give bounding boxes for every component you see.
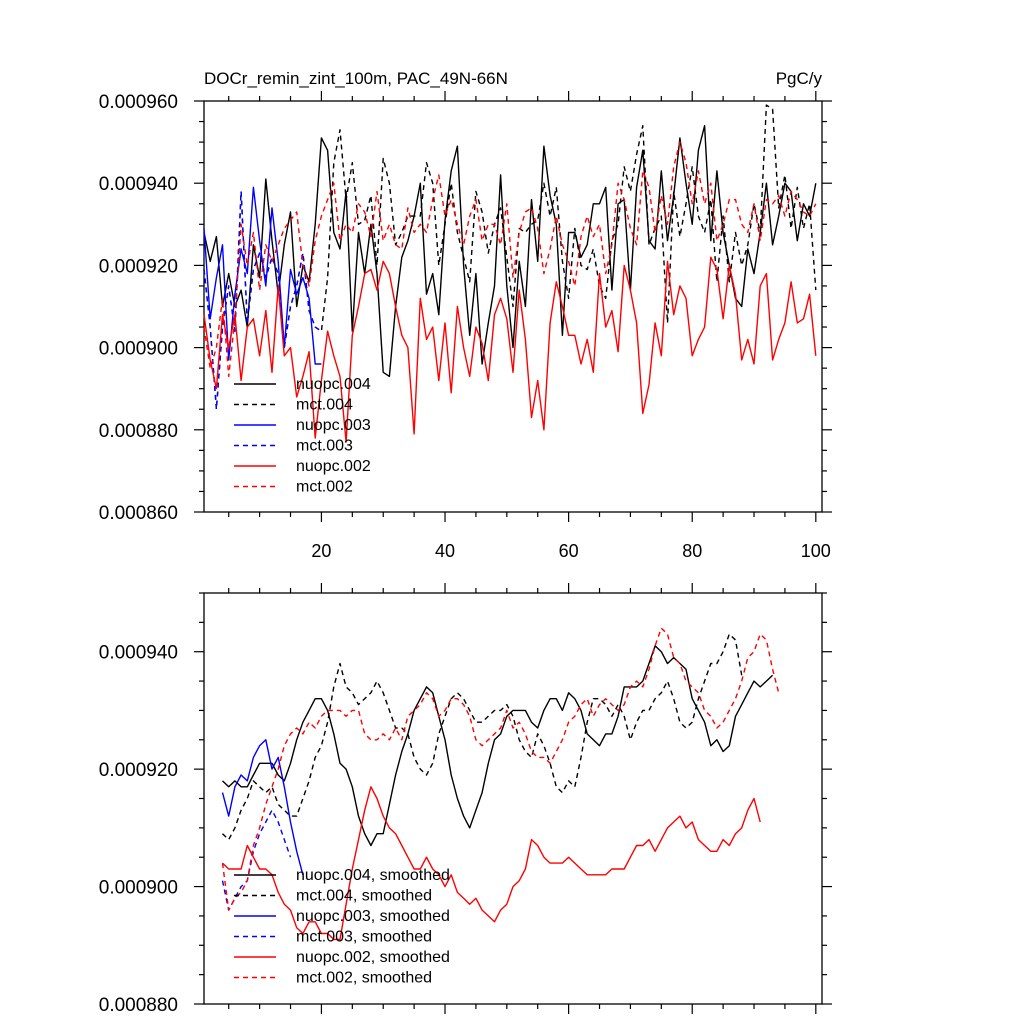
y-tick-label: 0.000920: [99, 760, 178, 781]
legend: nuopc.004 mct.004 nuopc.003 mct.003 nuopc.00…: [234, 376, 371, 496]
series-line-nuopc-002: [203, 256, 817, 443]
bottom-panel: 0.000880 0.000900 0.000920 0.000940 nuopc.00…: [99, 583, 832, 1016]
series-line-mct-004-smoothed: [222, 633, 743, 841]
series-line-nuopc-004-smoothed: [222, 645, 774, 847]
legend-label: mct.002: [296, 479, 353, 496]
y-tick-label: 0.000900: [99, 339, 178, 360]
units-label: PgC/y: [776, 69, 823, 88]
legend-label: mct.003: [296, 438, 353, 455]
legend-label: nuopc.002, smoothed: [296, 949, 450, 966]
series-line-nuopc-002-smoothed: [222, 786, 761, 941]
y-tick-label: 0.000960: [99, 92, 178, 113]
series-line-nuopc-004: [203, 124, 817, 378]
series-line-mct-002: [203, 141, 817, 378]
y-tick-label: 0.000880: [99, 995, 178, 1016]
legend-label: nuopc.003, smoothed: [296, 908, 450, 925]
y-tick-label: 0.000920: [99, 256, 178, 277]
y-tick-label: 0.000880: [99, 421, 178, 442]
x-tick-label: 80: [682, 541, 702, 561]
top-panel: 20 40 60 80 100 0.000860 0.000880 0.000900 0.000…: [99, 91, 832, 561]
legend-label: nuopc.004, smoothed: [296, 867, 450, 884]
legend-label: mct.004: [296, 397, 353, 414]
legend-label: mct.004, smoothed: [296, 888, 432, 905]
x-tick-label: 20: [311, 541, 331, 561]
y-tick-label: 0.000940: [99, 174, 178, 195]
legend-label: nuopc.004: [296, 376, 371, 393]
legend: nuopc.004, smoothed mct.004, smoothed nuop…: [234, 867, 450, 987]
x-tick-label: 100: [801, 541, 831, 561]
y-tick-label: 0.000860: [99, 503, 178, 524]
series-line-nuopc-003-smoothed: [221, 739, 304, 875]
y-tick-label: 0.000940: [99, 643, 178, 664]
legend-label: mct.002, smoothed: [296, 970, 432, 987]
y-tick-label: 0.000900: [99, 878, 178, 899]
series-line-mct-004: [203, 104, 817, 410]
x-tick-label: 60: [559, 541, 579, 561]
legend-label: nuopc.003: [296, 417, 371, 434]
series-line-mct-002-smoothed: [221, 627, 780, 911]
x-tick-label: 40: [435, 541, 455, 561]
legend-label: mct.003, smoothed: [296, 929, 432, 946]
chart-title: DOCr_remin_zint_100m, PAC_49N-66N: [204, 69, 508, 88]
series-line-nuopc-003: [203, 186, 322, 365]
series-line-mct-003-smoothed: [221, 809, 292, 911]
legend-label: nuopc.002: [296, 458, 371, 475]
